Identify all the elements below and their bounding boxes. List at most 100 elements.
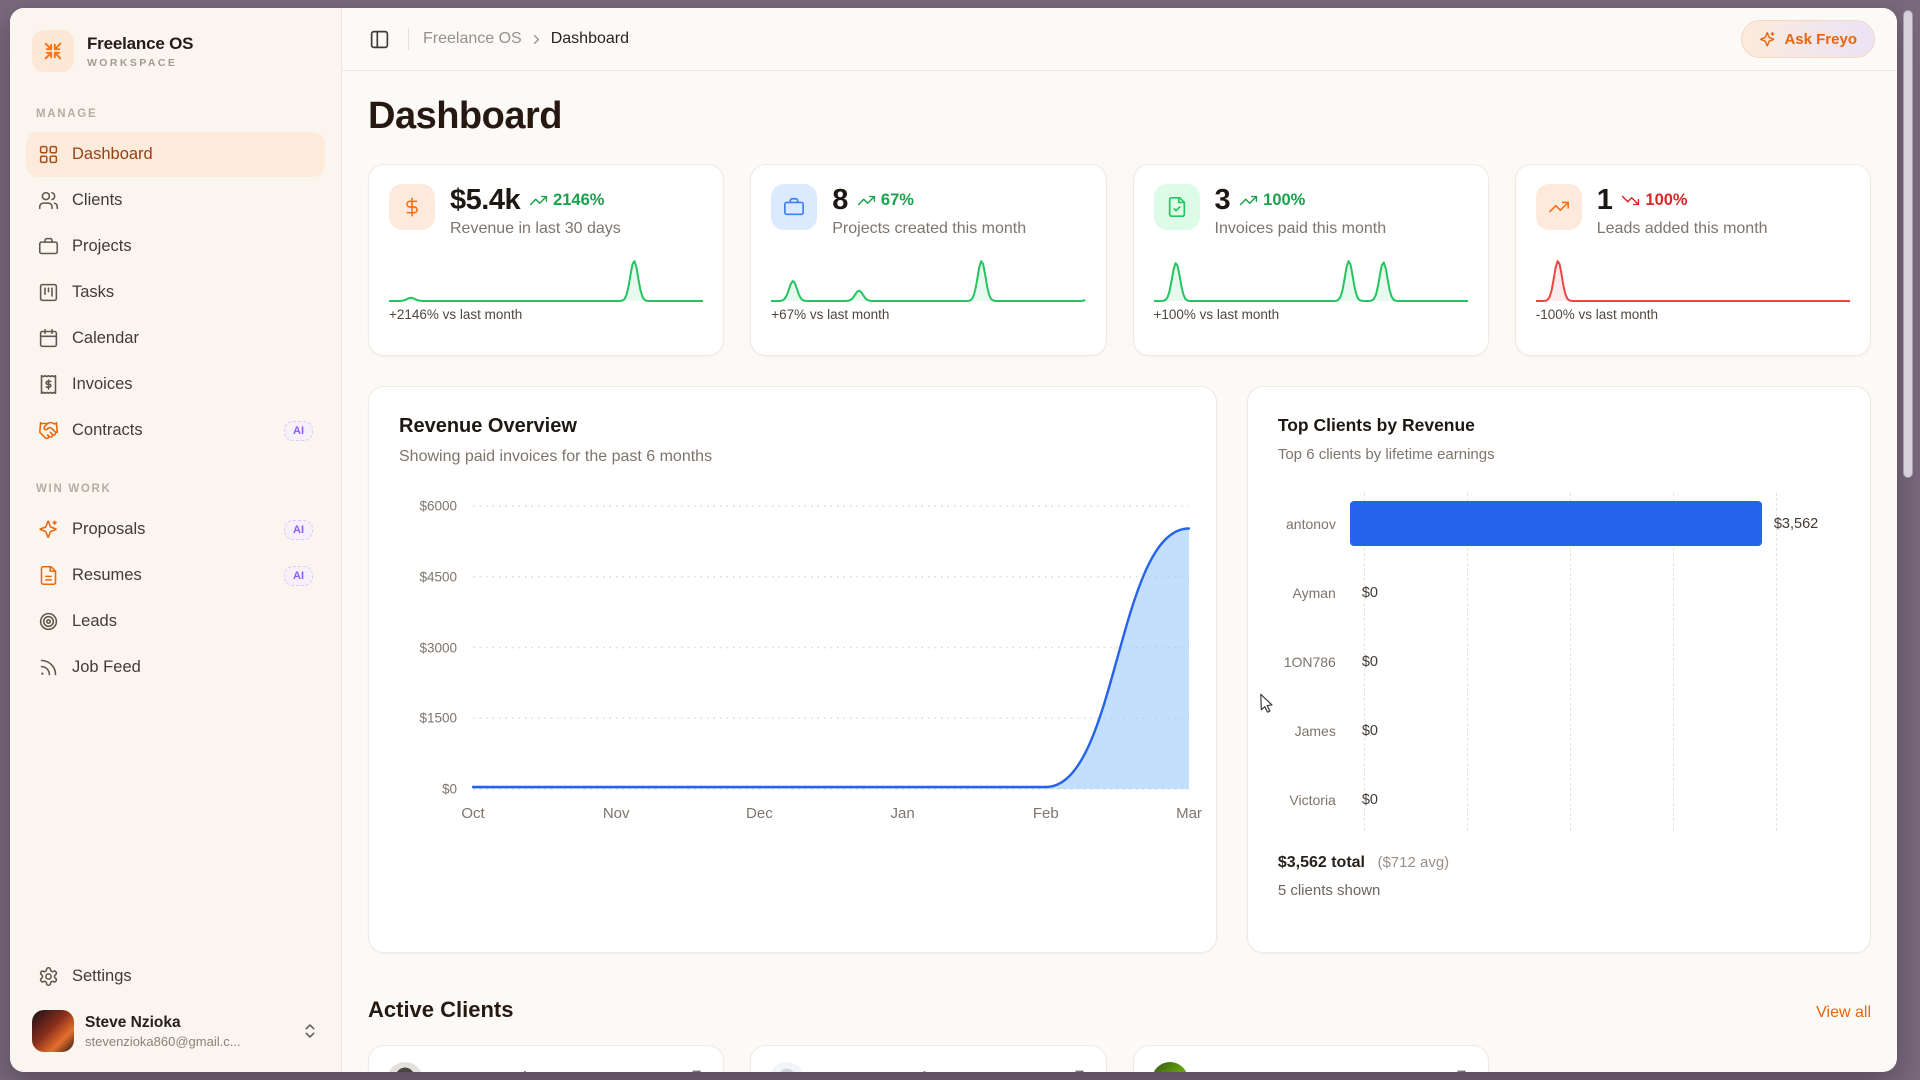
stat-label: Invoices paid this month bbox=[1214, 220, 1387, 237]
bar-track: $3,562 bbox=[1349, 501, 1818, 546]
active-clients-header: Active Clients View all bbox=[368, 997, 1871, 1023]
sidebar-item-leads[interactable]: Leads bbox=[26, 599, 325, 644]
user-avatar bbox=[32, 1010, 74, 1052]
scrollbar-thumb[interactable] bbox=[1903, 10, 1913, 478]
client-revenue-value: $0 bbox=[1361, 584, 1378, 601]
bar-track: $0 bbox=[1350, 708, 1762, 753]
client-name-label: Victoria bbox=[1289, 791, 1336, 808]
stat-trend-percent: 100% bbox=[1645, 191, 1688, 209]
sidebar-item-contracts[interactable]: Contracts AI bbox=[26, 408, 325, 453]
client-bar-row-ayman: Ayman $0 bbox=[1278, 570, 1840, 615]
trend-up-icon bbox=[857, 191, 876, 210]
client-bar-row-antonov: antonov $3,562 bbox=[1278, 501, 1840, 546]
sidebar-item-proposals[interactable]: Proposals AI bbox=[26, 507, 325, 552]
sidebar-item-label: Leads bbox=[72, 612, 117, 630]
x-axis-tick: Jan bbox=[890, 805, 915, 822]
sparkline-chart bbox=[1153, 253, 1468, 303]
user-name: Steve Nzioka bbox=[85, 1013, 181, 1031]
chevron-right-icon bbox=[529, 32, 544, 47]
sidebar-item-label: Projects bbox=[72, 237, 132, 255]
top-clients-title: Top Clients by Revenue bbox=[1277, 415, 1475, 435]
active-client-card-james-mwangi[interactable]: James Mwangi bbox=[750, 1045, 1107, 1072]
sparkle-icon bbox=[1759, 31, 1776, 48]
stat-value: 3 bbox=[1214, 184, 1231, 216]
client-revenue-value: $0 bbox=[1361, 653, 1378, 670]
x-axis-tick: Oct bbox=[461, 805, 485, 822]
sidebar-item-invoices[interactable]: Invoices bbox=[26, 362, 325, 407]
client-name-label: James bbox=[1294, 722, 1336, 739]
client-bar-row-james: James $0 bbox=[1278, 708, 1840, 753]
arrow-up-right-icon[interactable] bbox=[1070, 1066, 1088, 1072]
stat-card-invoices-paid-this-month: 3 100% Invoices paid this month +100% vs… bbox=[1132, 164, 1489, 356]
x-axis-tick: Nov bbox=[602, 805, 630, 822]
ask-freyo-button[interactable]: Ask Freyo bbox=[1741, 20, 1875, 58]
sidebar-item-clients[interactable]: Clients bbox=[26, 178, 325, 223]
sidebar-item-settings[interactable]: Settings bbox=[26, 954, 325, 999]
ai-badge: AI bbox=[284, 420, 313, 441]
bar-track: $0 bbox=[1350, 639, 1762, 684]
stat-card-revenue-in-last-30-days: $5.4k 2146% Revenue in last 30 days +214… bbox=[368, 164, 725, 356]
nav-section-label: WIN WORK bbox=[36, 483, 112, 495]
sparkline-chart bbox=[771, 253, 1086, 303]
y-axis-tick: $6000 bbox=[419, 498, 457, 514]
client-revenue-value: $3,562 bbox=[1773, 515, 1819, 532]
stat-label: Revenue in last 30 days bbox=[450, 220, 621, 237]
app-window: Freelance OS WORKSPACE MANAGE Dashboard Cl… bbox=[10, 8, 1897, 1072]
stat-trend-percent: 2146% bbox=[553, 191, 605, 209]
arrow-up-right-icon[interactable] bbox=[687, 1066, 705, 1072]
stat-footer: +67% vs last month bbox=[771, 307, 890, 322]
sidebar-item-label: Job Feed bbox=[72, 658, 141, 676]
sidebar-item-tasks[interactable]: Tasks bbox=[26, 270, 325, 315]
nav-section-label: MANAGE bbox=[36, 108, 98, 120]
trend-up-icon bbox=[529, 191, 548, 210]
stat-cards-row: $5.4k 2146% Revenue in last 30 days +214… bbox=[368, 164, 1871, 356]
stat-value: 1 bbox=[1596, 184, 1613, 216]
briefcase-icon bbox=[38, 236, 59, 257]
sidebar-item-job-feed[interactable]: Job Feed bbox=[26, 645, 325, 690]
workspace-logo[interactable]: Freelance OS WORKSPACE bbox=[26, 28, 325, 72]
x-axis-tick: Dec bbox=[746, 805, 773, 822]
sparkles-icon bbox=[38, 519, 59, 540]
dollar-sign-icon bbox=[389, 184, 435, 230]
sparkline-chart bbox=[1535, 253, 1850, 303]
client-revenue-value: $0 bbox=[1361, 722, 1378, 739]
gear-icon bbox=[38, 966, 59, 987]
client-name-label: antonov bbox=[1286, 515, 1336, 532]
sidebar-item-label: Calendar bbox=[72, 329, 139, 347]
chevrons-up-down-icon bbox=[301, 1022, 319, 1040]
user-menu[interactable]: Steve Nzioka stevenzioka860@gmail.c... bbox=[26, 1000, 325, 1054]
top-clients-footer: $3,562 total ($712 avg) 5 clients shown bbox=[1278, 854, 1840, 899]
trend-up-icon bbox=[1239, 191, 1258, 210]
stat-value: $5.4k bbox=[450, 184, 521, 216]
target-icon bbox=[38, 611, 59, 632]
sidebar-item-label: Proposals bbox=[72, 520, 146, 538]
sidebar-bottom: Settings Steve Nzioka stevenzioka860@gma… bbox=[26, 954, 325, 1054]
active-client-card-ayman[interactable]: Ayman bbox=[1132, 1045, 1489, 1072]
stat-label: Leads added this month bbox=[1596, 220, 1768, 237]
clients-average: ($712 avg) bbox=[1377, 854, 1450, 871]
page-title: Dashboard bbox=[368, 95, 562, 137]
sidebar-item-dashboard[interactable]: Dashboard bbox=[26, 132, 325, 177]
revenue-bar[interactable] bbox=[1349, 501, 1762, 546]
stat-trend-percent: 100% bbox=[1263, 191, 1306, 209]
client-name: Ayman bbox=[1200, 1070, 1251, 1072]
sidebar-toggle-button[interactable] bbox=[364, 24, 394, 54]
sidebar-item-projects[interactable]: Projects bbox=[26, 224, 325, 269]
sidebar-item-label: Tasks bbox=[72, 283, 115, 301]
revenue-overview-subtitle: Showing paid invoices for the past 6 mon… bbox=[399, 448, 713, 465]
view-all-link[interactable]: View all bbox=[1816, 1004, 1871, 1021]
y-axis-tick: $3000 bbox=[419, 640, 457, 655]
top-clients-bar-chart: antonov $3,562 Ayman $0 1ON786 $0 James … bbox=[1278, 493, 1840, 831]
active-client-card-antonov-and-patners[interactable]: antonov and patners bbox=[368, 1045, 725, 1072]
bar-track: $0 bbox=[1350, 570, 1762, 615]
arrow-up-right-icon[interactable] bbox=[1452, 1066, 1470, 1072]
sidebar-item-calendar[interactable]: Calendar bbox=[26, 316, 325, 361]
sidebar-item-resumes[interactable]: Resumes AI bbox=[26, 553, 325, 598]
ask-freyo-label: Ask Freyo bbox=[1784, 30, 1857, 48]
breadcrumb-root[interactable]: Freelance OS bbox=[423, 30, 522, 47]
nav-section-manage: MANAGE Dashboard Clients Projects Tasks Calen… bbox=[26, 108, 325, 453]
stat-footer: +2146% vs last month bbox=[389, 307, 523, 322]
stat-card-projects-created-this-month: 8 67% Projects created this month +67% v… bbox=[750, 164, 1107, 356]
bar-gridline bbox=[1672, 493, 1674, 831]
